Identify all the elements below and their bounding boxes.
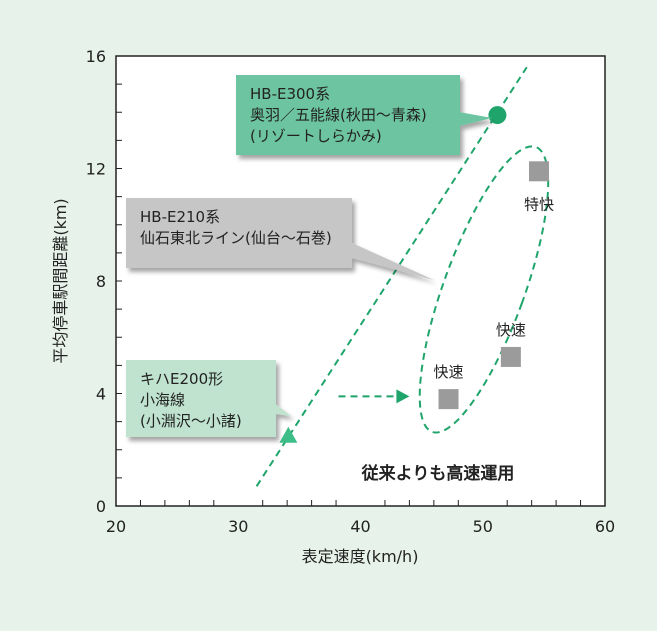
- x-tick-label: 30: [228, 517, 248, 536]
- callout-text: 仙石東北ライン(仙台～石巻): [140, 229, 332, 247]
- y-axis-label: 平均停車駅間距離(km): [51, 198, 70, 363]
- y-tick-label: 0: [96, 497, 106, 516]
- callout-text: キハE200形: [140, 370, 223, 388]
- x-tick-label: 50: [473, 517, 493, 536]
- data-point-kaisoku-2: [438, 389, 459, 410]
- speedup-arrow-head: [396, 389, 410, 404]
- point-label-tokkai: 特快: [524, 195, 554, 213]
- x-axis: 20 30 40 50 60: [106, 500, 615, 536]
- callout-text: 小海線: [140, 391, 185, 409]
- callout-text: (リゾートしらかみ): [250, 127, 382, 145]
- callout-text: (小淵沢～小諸): [140, 412, 242, 430]
- data-point-kaisoku-1: [500, 346, 521, 367]
- data-point-kiha-e200: [279, 426, 298, 443]
- chart-overlays: [255, 66, 550, 487]
- x-tick-label: 60: [595, 517, 615, 536]
- x-tick-label: 40: [350, 517, 370, 536]
- y-tick-label: 4: [96, 385, 106, 404]
- speed-range-ellipse: [418, 145, 550, 434]
- x-tick-label: 20: [106, 517, 126, 536]
- data-point-tokkai: [528, 161, 549, 182]
- callout-pointer: [459, 112, 492, 126]
- callout-pointer: [352, 243, 434, 280]
- point-label-kaisoku-2: 快速: [434, 363, 464, 381]
- callout-box: [236, 75, 460, 155]
- y-tick-label: 16: [86, 47, 106, 66]
- callout-text: HB-E210系: [140, 208, 220, 226]
- y-tick-label: 8: [96, 272, 106, 291]
- chart-markers: [279, 106, 549, 443]
- point-label-kaisoku-1: 快速: [496, 321, 526, 339]
- x-axis-label: 表定速度(km/h): [302, 547, 419, 566]
- callout-text: HB-E300系: [250, 85, 330, 103]
- chart-note: 従来よりも高速運用: [361, 463, 515, 484]
- y-tick-label: 12: [86, 160, 106, 179]
- data-point-hb-e300: [488, 106, 507, 125]
- y-axis: 0 4 8 12 16: [86, 47, 122, 516]
- callout-box: [126, 198, 352, 268]
- callout-text: 奥羽／五能線(秋田～青森): [250, 106, 427, 124]
- callout-box: [126, 360, 276, 437]
